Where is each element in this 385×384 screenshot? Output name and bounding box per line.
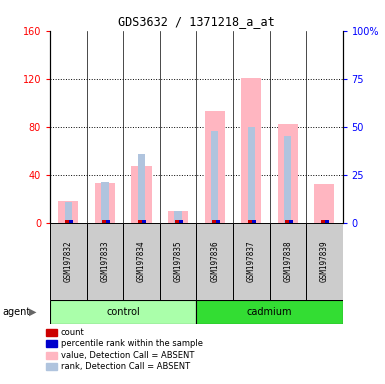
- Text: GSM197836: GSM197836: [210, 240, 219, 282]
- Bar: [131, 166, 152, 223]
- Text: cadmium: cadmium: [247, 307, 292, 317]
- Bar: [174, 211, 182, 223]
- Bar: [179, 220, 183, 223]
- Bar: [102, 220, 108, 223]
- Bar: [160, 223, 196, 300]
- Bar: [278, 124, 298, 223]
- Bar: [321, 220, 327, 223]
- Text: ▶: ▶: [29, 307, 36, 317]
- Bar: [248, 127, 255, 223]
- Bar: [123, 223, 160, 300]
- Bar: [168, 211, 188, 223]
- Bar: [69, 220, 73, 223]
- Bar: [58, 201, 79, 223]
- Text: value, Detection Call = ABSENT: value, Detection Call = ABSENT: [61, 351, 194, 360]
- Text: rank, Detection Call = ABSENT: rank, Detection Call = ABSENT: [61, 362, 190, 371]
- Bar: [138, 154, 145, 223]
- Text: count: count: [61, 328, 85, 337]
- Text: GSM197835: GSM197835: [174, 240, 182, 282]
- Bar: [285, 220, 291, 223]
- Bar: [216, 220, 219, 223]
- Bar: [212, 220, 218, 223]
- Bar: [50, 300, 196, 324]
- Text: GSM197838: GSM197838: [283, 240, 292, 282]
- Bar: [142, 220, 146, 223]
- Text: percentile rank within the sample: percentile rank within the sample: [61, 339, 203, 348]
- Bar: [284, 136, 291, 223]
- Bar: [252, 220, 256, 223]
- Bar: [50, 223, 87, 300]
- Bar: [306, 223, 343, 300]
- Text: GSM197839: GSM197839: [320, 240, 329, 282]
- Bar: [196, 300, 343, 324]
- Bar: [175, 220, 181, 223]
- Bar: [95, 183, 115, 223]
- Bar: [211, 131, 218, 223]
- Bar: [314, 184, 335, 223]
- Text: control: control: [106, 307, 140, 317]
- Bar: [233, 223, 270, 300]
- Bar: [289, 220, 293, 223]
- Text: GSM197833: GSM197833: [100, 240, 109, 282]
- Bar: [241, 78, 261, 223]
- Bar: [101, 182, 109, 223]
- Bar: [196, 223, 233, 300]
- Bar: [270, 223, 306, 300]
- Bar: [139, 220, 144, 223]
- Bar: [204, 111, 225, 223]
- Bar: [325, 220, 329, 223]
- Text: GSM197834: GSM197834: [137, 240, 146, 282]
- Bar: [106, 220, 110, 223]
- Text: GSM197832: GSM197832: [64, 240, 73, 282]
- Bar: [248, 220, 254, 223]
- Bar: [87, 223, 123, 300]
- Bar: [65, 202, 72, 223]
- Text: agent: agent: [2, 307, 30, 317]
- Title: GDS3632 / 1371218_a_at: GDS3632 / 1371218_a_at: [118, 15, 275, 28]
- Bar: [65, 220, 71, 223]
- Text: GSM197837: GSM197837: [247, 240, 256, 282]
